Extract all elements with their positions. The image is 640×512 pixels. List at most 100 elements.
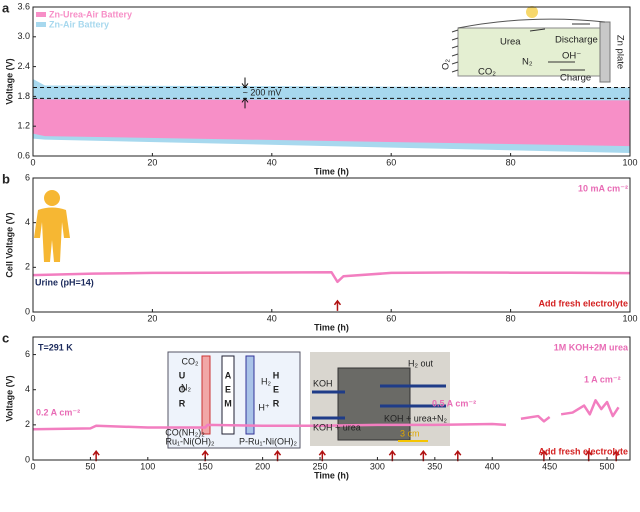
inset-label: Urea [500, 37, 521, 48]
y-tick-label: 3.6 [17, 1, 30, 11]
inset-label: CO₂ [478, 67, 496, 78]
x-tick-label: 50 [85, 461, 95, 471]
arrow [333, 299, 342, 311]
scheme-label: H⁺ [258, 402, 269, 412]
y-axis-label: Cell Voltage (V) [4, 212, 14, 277]
photo-label: 3 cm [400, 428, 420, 438]
inset-photo [310, 352, 450, 446]
x-tick-label: 200 [255, 461, 270, 471]
inset-scheme [167, 351, 301, 449]
x-tick-label: 400 [485, 461, 500, 471]
temperature: T=291 K [38, 342, 73, 352]
panel-label: a [2, 0, 10, 15]
legend-label: Zn-Urea-Air Battery [49, 9, 132, 19]
bulb [526, 6, 538, 18]
zn-plate [599, 21, 611, 83]
y-tick-label: 6 [25, 172, 30, 182]
scheme-label: P-Ru₁-Ni(OH)₂ [239, 436, 298, 446]
x-tick-label: 0 [30, 461, 35, 471]
gap-arrows [241, 77, 249, 109]
scheme-label: R [179, 398, 186, 408]
panel-label: b [2, 171, 10, 186]
inset-label: Discharge [555, 35, 598, 46]
electrolyte: Urine (pH=14) [35, 277, 94, 287]
photo-label: H₂ out [408, 358, 434, 368]
scheme-label: Ru₁-Ni(OH)₂ [165, 436, 215, 446]
y-tick-label: 2 [25, 262, 30, 272]
x-tick-label: 0 [30, 313, 35, 323]
inset-battery: Urea Discharge CO₂ N₂ OH⁻ Charge O₂ Zn p… [441, 6, 625, 84]
photo-label: KOH + urea [313, 422, 361, 432]
annotation: ~ 200 mV [243, 87, 282, 97]
device [337, 367, 411, 441]
x-axis-label: Time (h) [314, 166, 349, 176]
inset-label: Zn plate [614, 35, 625, 69]
x-tick-label: 150 [198, 461, 213, 471]
inset-label: N₂ [522, 57, 533, 68]
current-label: 0.2 A cm⁻² [36, 407, 80, 417]
series-line [32, 270, 631, 284]
x-axis-label: Time (h) [314, 470, 349, 480]
y-tick-label: 4 [25, 217, 30, 227]
series-line [32, 399, 620, 431]
x-tick-label: 60 [386, 157, 396, 167]
scheme-label: A [225, 370, 232, 380]
y-tick-label: 4 [25, 384, 30, 394]
y-tick-label: 0 [25, 306, 30, 316]
x-tick-label: 100 [140, 461, 155, 471]
flow-arrows [312, 384, 446, 420]
x-tick-label: 100 [622, 313, 637, 323]
anode [201, 355, 211, 435]
scheme-label: R [273, 398, 280, 408]
y-tick-label: 3.0 [17, 31, 30, 41]
y-tick-label: 0 [25, 454, 30, 464]
y-axis-label: Voltage (V) [4, 58, 14, 104]
x-tick-label: 300 [370, 461, 385, 471]
x-tick-label: 20 [147, 313, 157, 323]
wire [457, 18, 606, 29]
panel-label: c [2, 330, 9, 345]
x-tick-label: 250 [313, 461, 328, 471]
plot-frame [32, 177, 631, 313]
note: Add fresh electrolyte [538, 298, 628, 308]
y-tick-label: 2.4 [17, 61, 30, 71]
inset-label: O₂ [441, 59, 452, 70]
x-tick-label: 60 [386, 313, 396, 323]
scheme-label: U [179, 370, 186, 380]
y-tick-label: 1.8 [17, 91, 30, 101]
scheme-label: N₂ [181, 382, 191, 392]
legend-swatch [36, 22, 46, 27]
scheme-label: E [225, 384, 231, 394]
scheme-label: H₂ [261, 376, 271, 386]
y-tick-label: 2 [25, 419, 30, 429]
human-icon [34, 190, 70, 262]
x-tick-label: 0 [30, 157, 35, 167]
scheme-label: CO₂ [182, 356, 200, 366]
legend-label: Zn-Air Battery [49, 19, 109, 29]
x-tick-label: 500 [600, 461, 615, 471]
scheme-label: CO(NH₂)₂ [165, 427, 205, 437]
electrolyte: 1M KOH+2M urea [554, 342, 629, 352]
y-tick-label: 1.2 [17, 121, 30, 131]
x-tick-label: 20 [147, 157, 157, 167]
x-tick-label: 80 [506, 313, 516, 323]
note: Add fresh electrolyte [538, 446, 628, 456]
air-electrode [451, 29, 459, 73]
x-tick-label: 40 [267, 157, 277, 167]
photo-label: KOH + urea+N₂ [384, 413, 448, 423]
scheme-label: H [273, 370, 280, 380]
x-tick-label: 80 [506, 157, 516, 167]
current-density: 10 mA cm⁻² [578, 183, 628, 193]
photo-label: KOH [313, 378, 333, 388]
arrows [529, 23, 590, 71]
y-axis-label: Voltage (V) [4, 375, 14, 421]
membrane [221, 355, 235, 435]
scheme-label: O [178, 384, 185, 394]
scheme-label: M [224, 398, 232, 408]
x-tick-label: 350 [427, 461, 442, 471]
current-label: 0.5 A cm⁻² [432, 398, 476, 408]
cell [457, 27, 601, 77]
scheme-label: E [273, 384, 279, 394]
plot-frame [32, 6, 631, 157]
